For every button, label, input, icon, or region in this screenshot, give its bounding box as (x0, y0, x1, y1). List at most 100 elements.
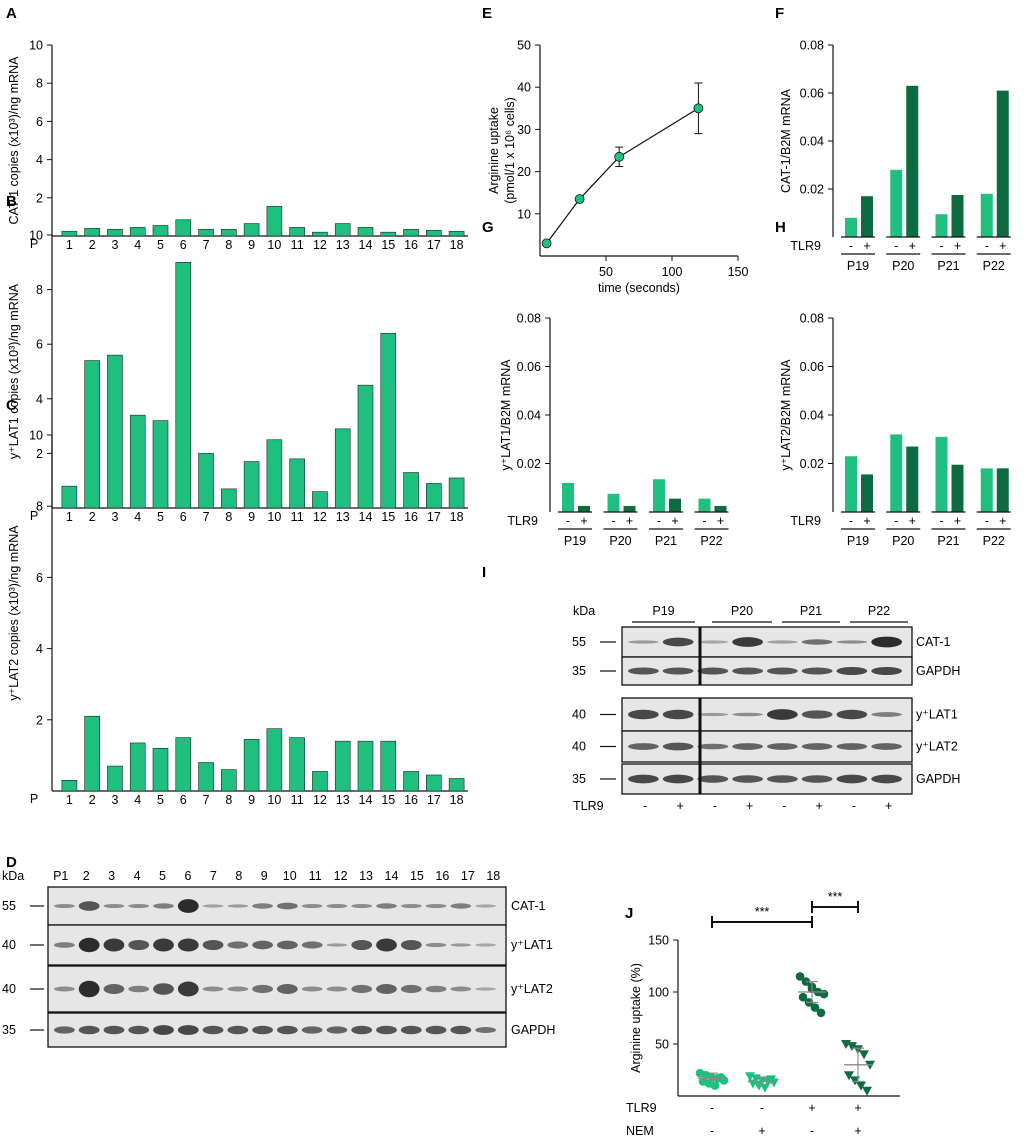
bar-minus (935, 214, 948, 237)
marker-label: 40 (2, 982, 16, 996)
x-prefix-label: P (30, 792, 38, 806)
band (425, 903, 447, 909)
band (450, 986, 472, 992)
bar (380, 231, 397, 237)
bar-plus (996, 468, 1009, 512)
band (628, 743, 659, 750)
bar (357, 227, 374, 237)
bar (129, 227, 146, 237)
group-label: P20 (731, 604, 753, 618)
band (153, 938, 174, 952)
bar (289, 227, 305, 237)
band (252, 940, 273, 950)
condition-sign: + (758, 1124, 765, 1138)
band (662, 667, 694, 675)
band (697, 667, 729, 675)
band (400, 1025, 422, 1035)
band (732, 667, 763, 675)
panel-letter-h: H (775, 219, 786, 236)
x-tick-label: 14 (359, 238, 373, 252)
bar (243, 739, 260, 792)
x-tick-label: 15 (381, 510, 395, 524)
minus-sign: - (657, 514, 661, 528)
y-tick-label: 50 (517, 39, 531, 53)
band (277, 940, 298, 950)
bar (266, 439, 283, 509)
lane-label: 16 (435, 869, 449, 883)
y-tick-label: 8 (36, 77, 43, 91)
condition-sign: + (746, 799, 753, 813)
x-tick-label: 9 (248, 510, 255, 524)
bar (198, 453, 214, 509)
band (351, 939, 373, 951)
panel-letter-e: E (482, 5, 492, 22)
bar (266, 728, 283, 792)
panel-letter-a: A (6, 5, 17, 22)
band (376, 903, 397, 909)
bar (426, 774, 442, 792)
band (697, 775, 729, 783)
significance-label: *** (755, 905, 770, 919)
band (277, 902, 298, 910)
x-tick-label: 150 (728, 265, 749, 279)
bar-plus (861, 196, 873, 237)
x-tick-label: 2 (89, 510, 96, 524)
x-tick-label: 17 (427, 510, 441, 524)
data-point (716, 1072, 726, 1082)
x-tick-label: 10 (267, 238, 281, 252)
plus-sign: + (954, 514, 961, 528)
band (128, 985, 150, 993)
plus-sign: + (909, 239, 916, 253)
y-axis-label: CAT-1 copies (x10³)/ng mRNA (7, 56, 21, 225)
minus-sign: - (894, 514, 898, 528)
protein-label: CAT-1 (916, 635, 951, 649)
bar (334, 223, 351, 237)
band (153, 983, 174, 995)
band (767, 640, 798, 644)
bar (221, 229, 237, 237)
significance-label: *** (828, 890, 843, 904)
x-tick-label: 9 (248, 238, 255, 252)
x-tick-label: 5 (157, 238, 164, 252)
band (227, 904, 249, 908)
band (400, 903, 422, 909)
y-tick-label: 10 (29, 229, 43, 243)
y-tick-label: 0.08 (800, 39, 824, 53)
band (425, 1025, 447, 1035)
x-tick-label: 12 (313, 238, 327, 252)
band (732, 743, 763, 750)
band (697, 640, 729, 644)
band (697, 743, 729, 750)
series-line (546, 107, 699, 244)
bar (312, 771, 328, 792)
band (53, 1026, 75, 1034)
bar (312, 491, 328, 509)
condition-row-label: NEM (626, 1124, 654, 1138)
data-point (795, 972, 805, 981)
group-label: P22 (983, 259, 1005, 273)
plus-sign: + (954, 239, 961, 253)
marker-label: 40 (2, 938, 16, 952)
factor-label: TLR9 (573, 799, 604, 813)
band (202, 1025, 224, 1035)
bar (152, 747, 169, 792)
group-label: P20 (609, 534, 631, 548)
group-label: P19 (652, 604, 674, 618)
band (103, 938, 125, 952)
y-tick-label: 0.06 (800, 87, 824, 101)
lane-label: 6 (184, 869, 191, 883)
bar (334, 740, 351, 792)
bar-plus (996, 90, 1009, 237)
bar (448, 778, 465, 792)
y-tick-label: 8 (36, 500, 43, 514)
data-point (798, 992, 808, 1002)
x-tick-label: 100 (662, 265, 683, 279)
band (400, 984, 422, 994)
minus-sign: - (849, 239, 853, 253)
y-tick-label: 4 (36, 642, 43, 656)
band (53, 986, 75, 992)
y-tick-label: 0.04 (800, 409, 824, 423)
condition-sign: + (854, 1124, 861, 1138)
bar (129, 414, 146, 509)
